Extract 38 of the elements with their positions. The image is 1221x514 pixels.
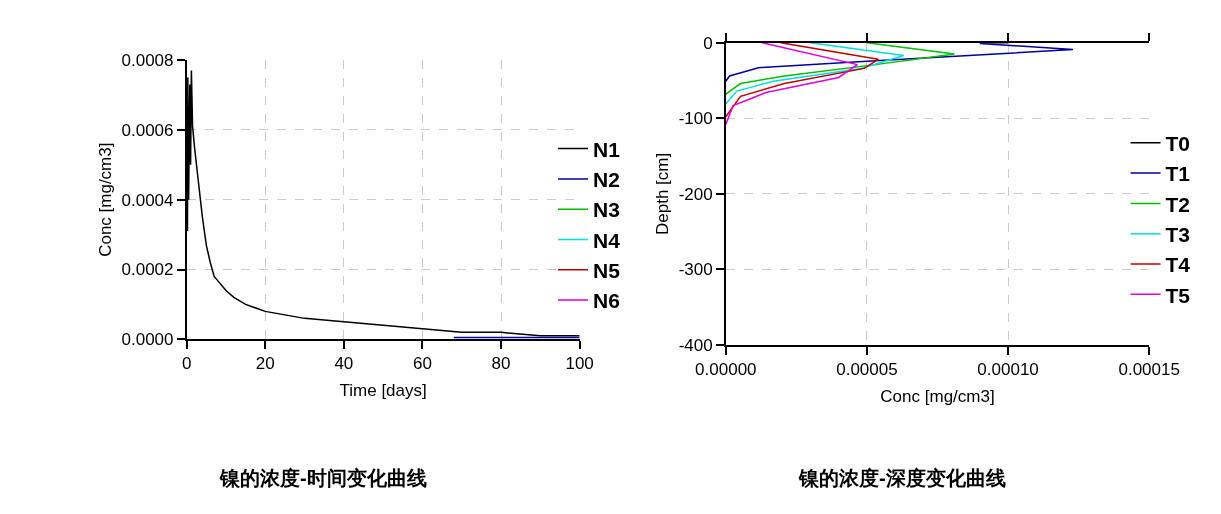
x-tick-label: 0.00005 <box>836 360 898 380</box>
text: 镍的浓度-深度变化曲线 <box>798 467 1006 489</box>
y-tick-label: 0.0002 <box>121 260 174 280</box>
y-axis-title: Conc [mg/cm3] <box>95 142 115 257</box>
x-axis-title: Conc [mg/cm3] <box>880 387 995 407</box>
x-tick-label: 40 <box>334 354 354 374</box>
legend-label: T4 <box>1165 253 1191 277</box>
legend-label: N1 <box>593 137 621 161</box>
y-axis-title: Depth [cm] <box>652 152 672 235</box>
legend-label: T2 <box>1165 192 1191 216</box>
legend-label: N2 <box>593 168 620 192</box>
legend-label: N5 <box>593 258 621 282</box>
x-tick-label: 0 <box>181 354 192 374</box>
x-tick-label: 0.00000 <box>695 360 757 380</box>
legend-label: N4 <box>593 228 621 252</box>
y-tick-label: -300 <box>678 260 713 280</box>
y-tick-label: 0.0006 <box>121 120 174 140</box>
y-tick-label: 0 <box>703 33 713 53</box>
y-tick-label: -400 <box>678 336 713 356</box>
legend-label: T0 <box>1165 131 1191 155</box>
legend-label: N3 <box>593 198 620 222</box>
x-tick-label: 60 <box>413 354 432 374</box>
y-tick-label: -200 <box>678 184 713 204</box>
legend-label: T1 <box>1165 162 1191 186</box>
x-axis-title: Time [days] <box>339 381 427 401</box>
y-tick-label: 0.0000 <box>121 330 174 350</box>
text: 镍的浓度-时间变化曲线 <box>219 467 427 489</box>
y-tick-label: 0.0004 <box>121 190 174 210</box>
legend-label: T3 <box>1165 222 1191 246</box>
x-tick-label: 20 <box>255 354 275 374</box>
y-tick-label: -100 <box>678 109 713 129</box>
legend-label: T5 <box>1165 283 1191 307</box>
x-tick-label: 0.00015 <box>1118 360 1180 380</box>
x-tick-label: 0.00010 <box>977 360 1039 380</box>
x-tick-label: 80 <box>491 354 511 374</box>
legend-label: N6 <box>593 289 620 313</box>
x-tick-label: 100 <box>565 354 594 374</box>
y-tick-label: 0.0008 <box>121 50 174 70</box>
